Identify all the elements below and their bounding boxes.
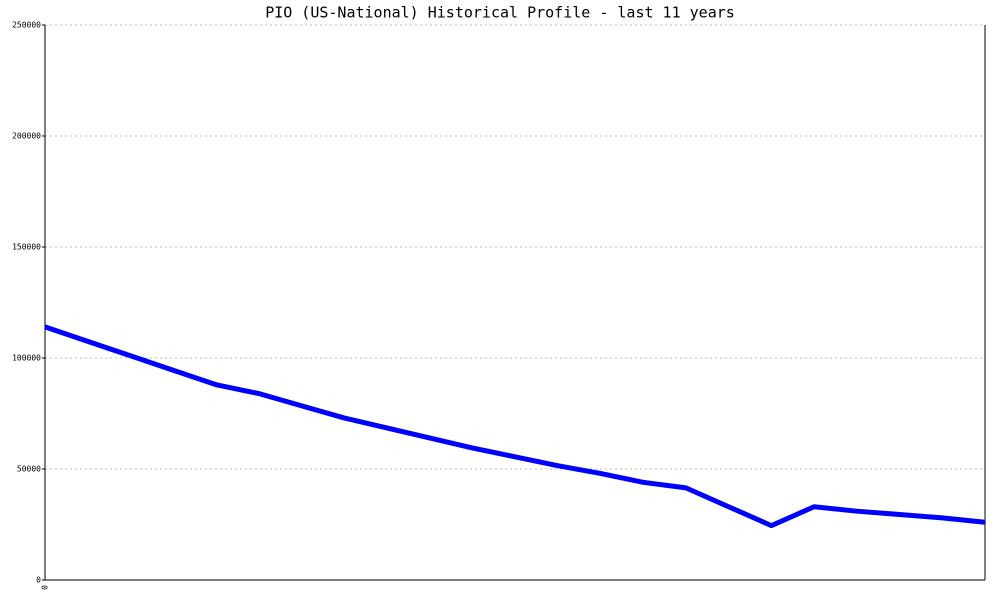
y-tick-label: 0 [36,576,41,585]
y-tick-label: 250000 [12,21,41,30]
y-tick-label: 150000 [12,243,41,252]
chart-title: PIO (US-National) Historical Profile - l… [265,4,735,22]
x-tick-label: 0 [41,585,50,590]
y-tick-label: 200000 [12,132,41,141]
line [44,324,986,529]
y-tick-label: 100000 [12,354,41,363]
y-tick-label: 50000 [17,465,41,474]
